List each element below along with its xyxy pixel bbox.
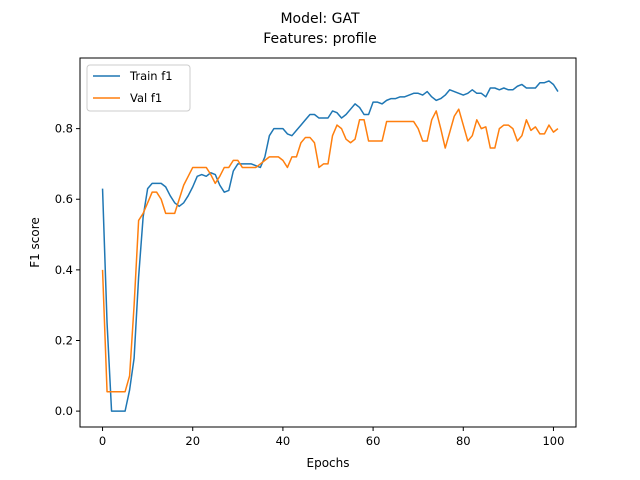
plot-lines [101, 80, 559, 412]
y-tick-label: 0.8 [55, 122, 73, 136]
legend-label-train: Train f1 [129, 69, 173, 83]
plot-frame [79, 57, 577, 428]
x-tick-label: 60 [366, 434, 381, 448]
y-tick-label: 0.2 [55, 333, 73, 347]
x-tick-label: 20 [185, 434, 200, 448]
y-tick-label: 0.0 [55, 404, 73, 418]
legend-label-val: Val f1 [130, 91, 162, 105]
axis-ticks: 0 20 40 60 80 100 0.0 0.2 0.4 0.6 0.8 [55, 122, 565, 448]
y-axis-label: F1 score [28, 217, 42, 268]
x-tick-label: 0 [99, 434, 106, 448]
series-line-train [101, 80, 559, 412]
x-axis-label: Epochs [307, 456, 350, 470]
legend: Train f1 Val f1 [86, 64, 191, 112]
series-line-val [101, 108, 559, 393]
x-tick-label: 80 [456, 434, 471, 448]
chart-title: Model: GAT [280, 11, 360, 27]
x-tick-label: 40 [276, 434, 291, 448]
x-tick-label: 100 [542, 434, 564, 448]
chart-subtitle: Features: profile [263, 31, 377, 47]
y-tick-label: 0.6 [55, 192, 73, 206]
y-tick-label: 0.4 [55, 263, 73, 277]
